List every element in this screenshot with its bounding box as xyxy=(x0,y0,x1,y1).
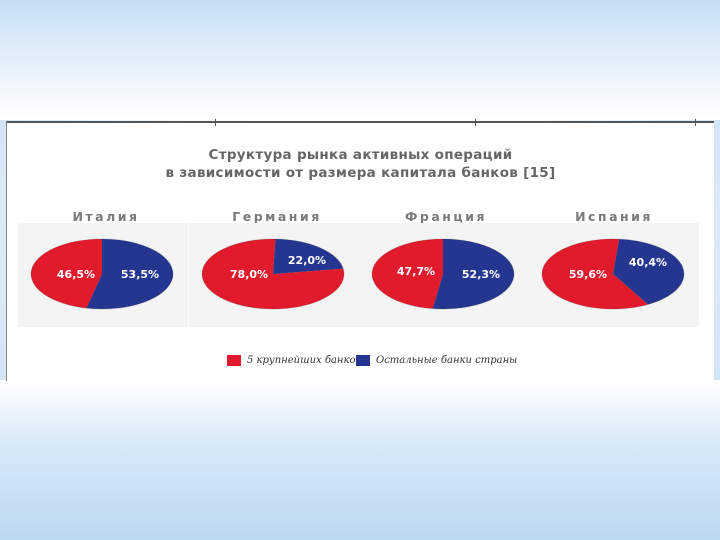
pie-label-other: 53,5% xyxy=(121,268,159,281)
crop-tick xyxy=(475,119,476,126)
pie-slice-top5 xyxy=(30,239,103,309)
legend-item-other: Остальные банки страны xyxy=(356,355,517,366)
legend-swatch-blue xyxy=(356,355,370,366)
pie-rim xyxy=(30,238,174,310)
pie-label-top5: 78,0% xyxy=(230,268,268,281)
pie-label-top5: 47,7% xyxy=(397,265,435,278)
pie-label-top5: 59,6% xyxy=(569,268,607,281)
chart-title: Структура рынка активных операций xyxy=(208,147,513,163)
crop-tick xyxy=(695,119,696,126)
country-label-spain: Испания xyxy=(575,209,653,224)
slide-bottom-background xyxy=(0,380,720,540)
pie-rim xyxy=(371,238,515,310)
pie-label-other: 52,3% xyxy=(462,268,500,281)
country-label-italy: Италия xyxy=(72,209,140,224)
legend-label: 5 крупнейших банков xyxy=(247,355,362,366)
pie-label-top5: 46,5% xyxy=(57,268,95,281)
pie-label-other: 22,0% xyxy=(288,254,326,267)
pie-rim xyxy=(541,238,685,310)
pie-Германия: 78,0% 22,0% xyxy=(201,238,345,310)
crop-tick xyxy=(215,119,216,126)
pie-slice-other xyxy=(613,239,685,305)
pie-slice-other xyxy=(86,239,173,309)
pie-Италия: 46,5% 53,5% xyxy=(30,238,174,310)
slide-top-background xyxy=(0,0,720,120)
pie-rim xyxy=(201,238,345,310)
pie-Испания: 59,6% 40,4% xyxy=(541,238,685,310)
legend-label: Остальные банки страны xyxy=(376,355,518,366)
pie-label-other: 40,4% xyxy=(629,256,667,269)
country-label-germany: Германия xyxy=(232,209,322,224)
legend-item-top5: 5 крупнейших банков xyxy=(227,355,361,366)
pie-slice-other xyxy=(273,239,344,274)
legend-swatch-red xyxy=(227,355,241,366)
pie-slice-top5 xyxy=(542,239,649,309)
country-label-france: Франция xyxy=(405,209,487,224)
chart-panel: Структура рынка активных операций в зави… xyxy=(6,119,714,381)
pie-Франция: 47,7% 52,3% xyxy=(371,238,515,310)
chart-subtitle: в зависимости от размера капитала банков… xyxy=(165,165,556,181)
pie-slice-other xyxy=(432,239,515,309)
pie-charts: 46,5% 53,5% 78,0% 22,0% 47,7% 52,3% 59,6% 40,4% xyxy=(30,238,685,310)
pie-slice-top5 xyxy=(372,239,443,309)
